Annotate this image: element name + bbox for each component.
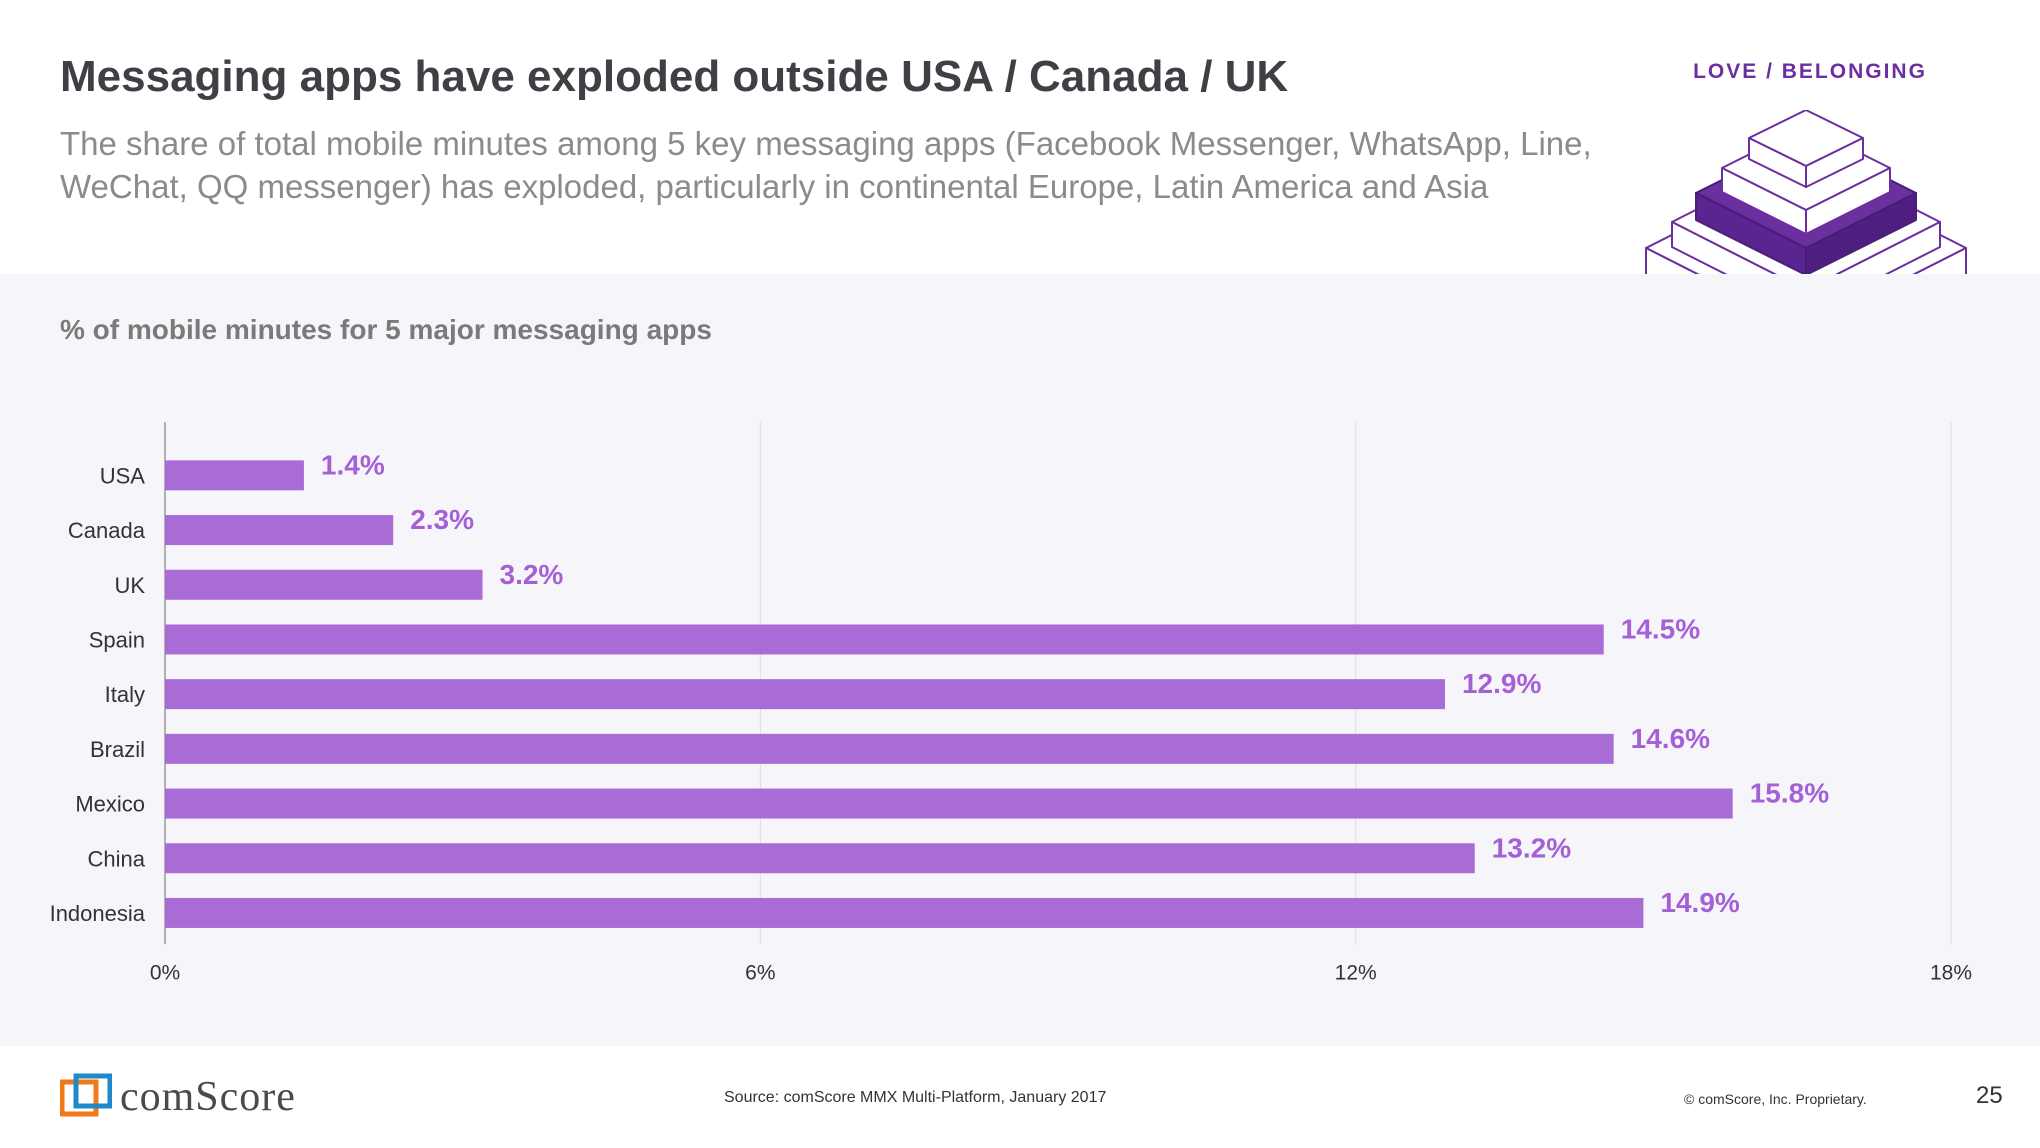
bar bbox=[165, 569, 483, 600]
value-label: 2.3% bbox=[410, 504, 474, 535]
x-tick-label: 0% bbox=[150, 961, 180, 984]
value-label: 12.9% bbox=[1462, 668, 1541, 699]
bar bbox=[165, 460, 304, 491]
bar bbox=[165, 515, 394, 546]
bar bbox=[165, 624, 1604, 655]
category-label: UK bbox=[114, 573, 145, 598]
value-label: 13.2% bbox=[1492, 832, 1571, 863]
value-label: 1.4% bbox=[321, 449, 385, 480]
bar bbox=[165, 733, 1614, 764]
category-label: Indonesia bbox=[50, 901, 146, 926]
bar bbox=[165, 843, 1475, 874]
chart-title: % of mobile minutes for 5 major messagin… bbox=[60, 314, 712, 345]
bar bbox=[165, 679, 1445, 710]
category-label: Canada bbox=[68, 518, 146, 543]
category-label: Spain bbox=[89, 627, 145, 652]
category-label: Brazil bbox=[90, 737, 145, 762]
slide-subtitle: The share of total mobile minutes among … bbox=[60, 125, 1592, 205]
value-label: 3.2% bbox=[500, 559, 564, 590]
copyright-note: © comScore, Inc. Proprietary. bbox=[1684, 1091, 1867, 1107]
bar-chart: 0% 6% 12% 18% USA 1.4% Canada 2.3% UK 3.2% Spain 14… bbox=[50, 422, 1972, 984]
value-label: 15.8% bbox=[1750, 778, 1829, 809]
bar bbox=[165, 897, 1644, 928]
value-label: 14.5% bbox=[1621, 613, 1700, 644]
category-label: USA bbox=[100, 463, 146, 488]
bar bbox=[165, 788, 1733, 819]
category-label: Italy bbox=[105, 682, 145, 707]
category-label: China bbox=[88, 846, 146, 871]
x-tick-label: 18% bbox=[1930, 961, 1972, 984]
slide-title: Messaging apps have exploded outside USA… bbox=[60, 52, 1289, 101]
x-tick-label: 12% bbox=[1335, 961, 1377, 984]
category-label: Mexico bbox=[75, 792, 145, 817]
value-label: 14.9% bbox=[1660, 887, 1739, 918]
source-note: Source: comScore MMX Multi-Platform, Jan… bbox=[724, 1089, 1107, 1106]
x-tick-label: 6% bbox=[745, 961, 775, 984]
category-badge: LOVE / BELONGING bbox=[1693, 60, 1927, 83]
comscore-logo-icon bbox=[60, 1073, 112, 1117]
value-label: 14.6% bbox=[1631, 723, 1710, 754]
comscore-logo-text: comScore bbox=[120, 1074, 296, 1120]
page-number: 25 bbox=[1976, 1082, 2003, 1109]
